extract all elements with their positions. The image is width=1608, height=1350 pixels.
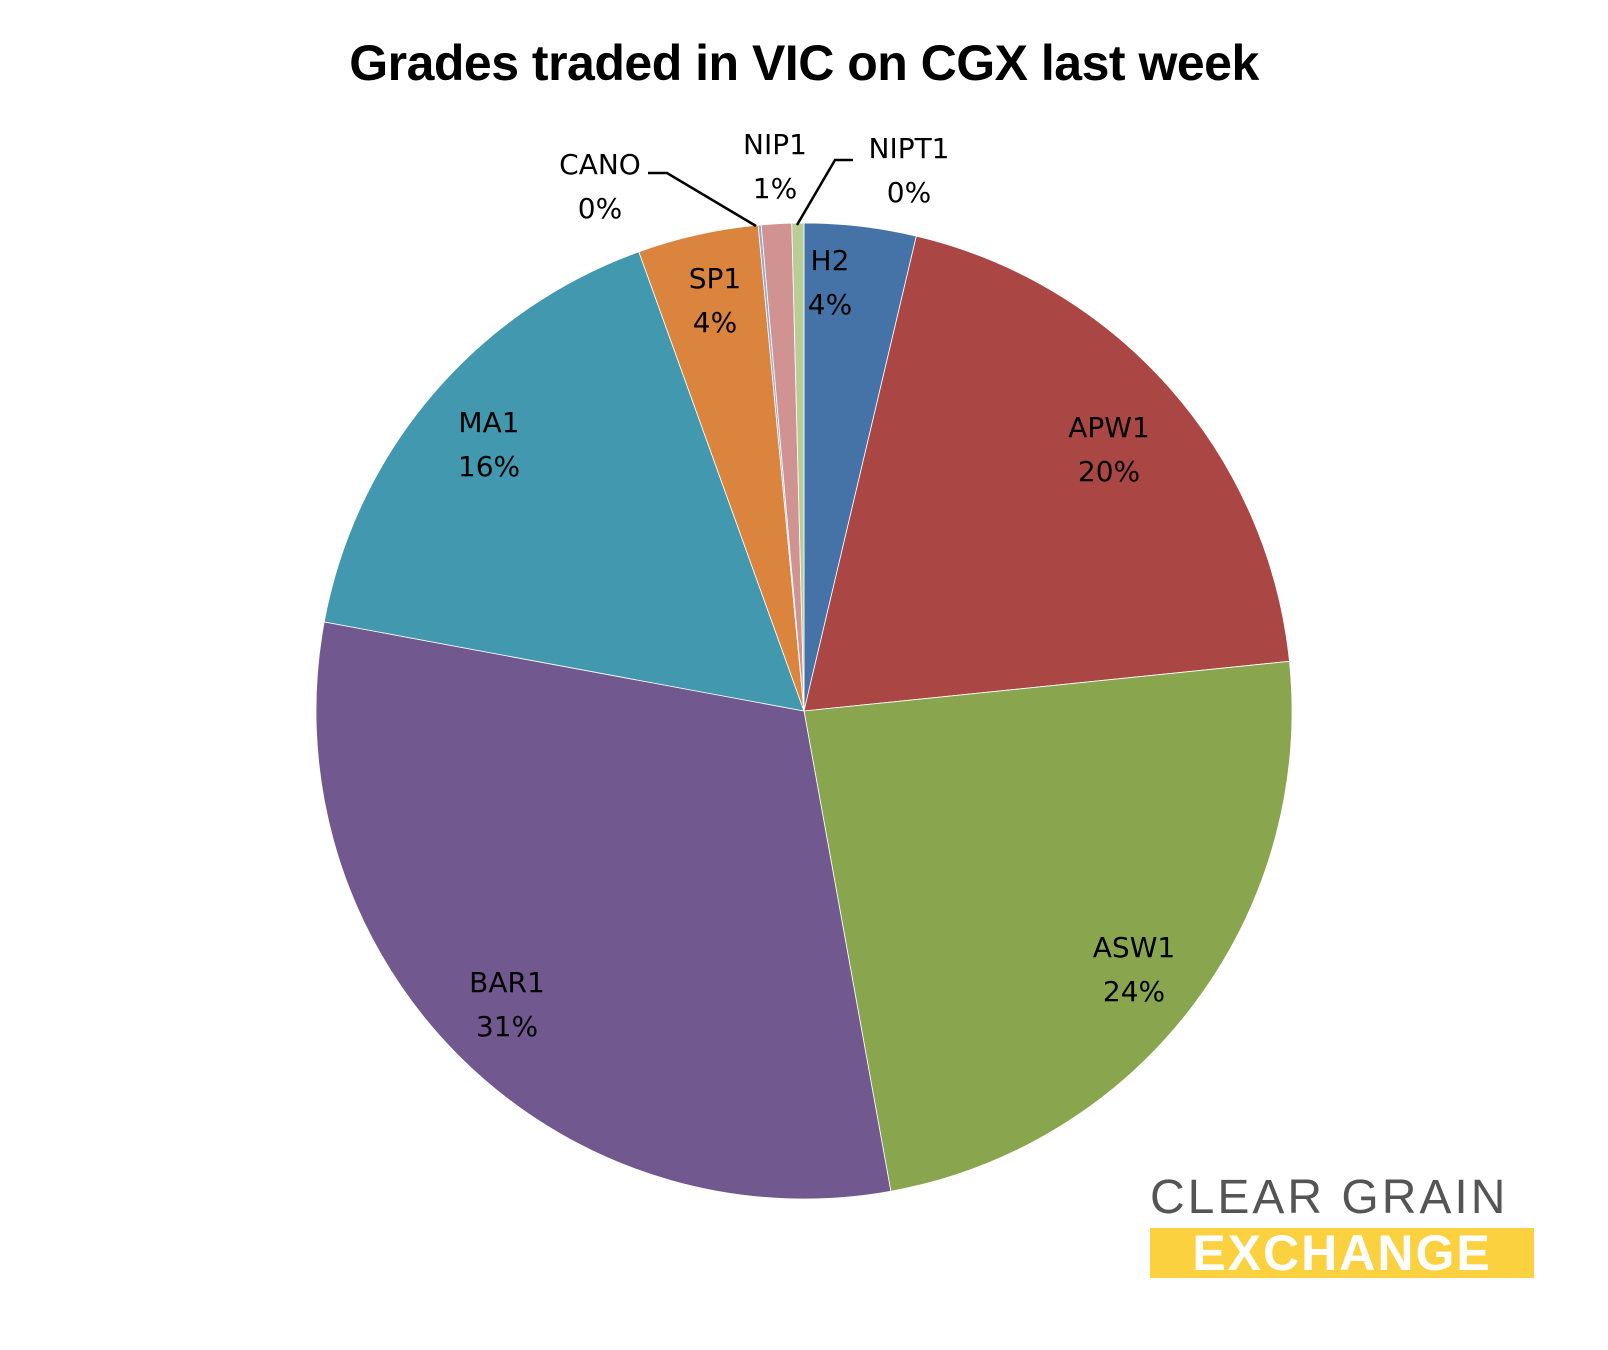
leader-line-nipt1 (795, 158, 853, 226)
pie-slices (315, 222, 1293, 1200)
label-apw1: APW1 20% (1068, 411, 1150, 488)
chart-title: Grades traded in VIC on CGX last week (349, 35, 1259, 91)
label-cano: CANO 0% (559, 148, 641, 225)
label-asw1: ASW1 24% (1092, 931, 1176, 1008)
label-nipt1: NIPT1 0% (868, 132, 950, 209)
logo-line1: CLEAR GRAIN (1150, 1171, 1509, 1224)
label-h2: H2 4% (807, 244, 853, 321)
label-sp1: SP1 4% (688, 262, 742, 339)
label-ma1: MA1 16% (457, 406, 521, 483)
logo-line2: EXCHANGE (1192, 1225, 1492, 1281)
leader-line-cano (648, 171, 757, 228)
label-nip1: NIP1 1% (743, 128, 807, 205)
label-bar1: BAR1 31% (469, 966, 545, 1043)
slice-asw1 (803, 660, 1293, 1192)
logo-yellow-bar (1150, 1228, 1534, 1278)
slice-ma1 (323, 251, 805, 712)
slice-apw1 (803, 235, 1290, 712)
clear-grain-exchange-logo: CLEAR GRAIN EXCHANGE (1150, 1172, 1534, 1278)
slice-bar1 (315, 621, 892, 1200)
